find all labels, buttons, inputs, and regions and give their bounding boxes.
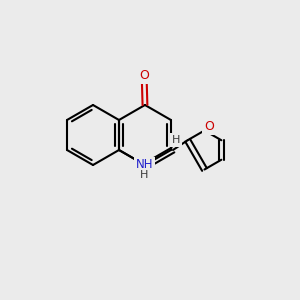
Text: H: H [140,170,148,181]
Text: NH: NH [136,158,154,172]
Text: O: O [204,120,214,134]
Text: O: O [140,69,149,82]
Text: H: H [172,135,180,145]
